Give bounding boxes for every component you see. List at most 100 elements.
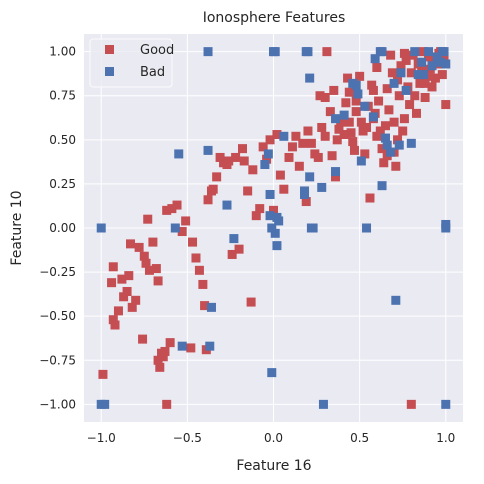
point-good <box>113 306 123 316</box>
x-tick-label: 0.0 <box>264 431 283 445</box>
point-bad <box>205 341 215 351</box>
point-bad <box>274 216 284 226</box>
y-tick-label: 0.00 <box>49 221 76 235</box>
point-bad <box>305 73 315 83</box>
point-bad <box>267 223 277 233</box>
point-good <box>320 92 330 102</box>
point-good <box>127 302 137 312</box>
point-good <box>317 122 327 132</box>
point-bad <box>377 181 387 191</box>
point-good <box>355 71 365 81</box>
point-good <box>144 265 154 275</box>
point-good <box>334 124 344 134</box>
point-good <box>107 278 117 288</box>
point-good <box>387 68 397 78</box>
point-bad <box>396 68 406 78</box>
point-good <box>134 242 144 252</box>
point-good <box>343 73 353 83</box>
point-bad <box>177 341 187 351</box>
x-axis-label: Feature 16 <box>236 458 311 474</box>
point-good <box>248 165 258 175</box>
point-bad <box>265 189 275 199</box>
point-good <box>117 274 127 284</box>
point-good <box>349 145 359 155</box>
point-bad <box>391 295 401 305</box>
point-bad <box>203 47 213 57</box>
point-good <box>153 355 163 365</box>
point-good <box>405 100 415 110</box>
point-good <box>441 100 451 110</box>
point-bad <box>410 47 420 57</box>
point-good <box>325 107 335 117</box>
point-bad <box>317 182 327 192</box>
point-bad <box>389 78 399 88</box>
point-good <box>362 122 372 132</box>
point-good <box>119 292 129 302</box>
point-good <box>258 142 268 152</box>
point-good <box>344 87 354 97</box>
point-bad <box>270 228 280 238</box>
point-good <box>386 50 396 60</box>
point-bad <box>263 149 273 159</box>
point-bad <box>394 140 404 150</box>
point-good <box>279 184 289 194</box>
y-tick-label: −0.25 <box>39 265 76 279</box>
point-good <box>374 96 384 106</box>
y-tick-label: 1.00 <box>49 45 76 59</box>
point-good <box>162 399 172 409</box>
legend-label-good: Good <box>140 43 174 58</box>
point-good <box>108 315 118 325</box>
point-good <box>329 85 339 95</box>
point-bad <box>436 57 446 67</box>
point-good <box>208 184 218 194</box>
series-good <box>98 47 451 409</box>
point-good <box>231 152 241 162</box>
point-good <box>212 172 222 182</box>
legend-swatch-good <box>105 45 114 54</box>
y-tick-label: 0.25 <box>49 177 76 191</box>
point-good <box>227 249 237 259</box>
point-good <box>203 195 213 205</box>
point-good <box>391 161 401 171</box>
point-good <box>401 55 411 65</box>
point-bad <box>427 61 437 71</box>
point-bad <box>96 223 106 233</box>
point-good <box>393 135 403 145</box>
point-good <box>265 135 275 145</box>
point-good <box>336 117 346 127</box>
point-bad <box>351 80 361 90</box>
point-good <box>415 78 425 88</box>
point-good <box>372 63 382 73</box>
point-bad <box>362 223 372 233</box>
point-good <box>298 138 308 148</box>
point-bad <box>331 167 341 177</box>
point-good <box>234 244 244 254</box>
point-good <box>348 137 358 147</box>
point-good <box>417 64 427 74</box>
point-bad <box>441 399 451 409</box>
point-bad <box>222 200 232 210</box>
x-tick-label: −0.5 <box>173 431 202 445</box>
point-good <box>351 107 361 117</box>
point-bad <box>356 156 366 166</box>
point-good <box>382 84 392 94</box>
point-good <box>398 126 408 136</box>
point-good <box>143 214 153 224</box>
point-good <box>306 138 316 148</box>
point-good <box>162 205 172 215</box>
point-bad <box>305 172 315 182</box>
y-tick-label: −0.50 <box>39 309 76 323</box>
point-good <box>237 144 247 154</box>
x-tick-label: 0.5 <box>350 431 369 445</box>
y-tick-label: 0.50 <box>49 133 76 147</box>
data-points <box>96 47 451 409</box>
point-good <box>394 91 404 101</box>
point-good <box>399 48 409 58</box>
point-bad <box>441 223 451 233</box>
point-good <box>122 286 132 296</box>
point-good <box>194 265 204 275</box>
point-bad <box>418 70 428 80</box>
point-good <box>411 108 421 118</box>
point-bad <box>100 399 110 409</box>
point-good <box>396 61 406 71</box>
